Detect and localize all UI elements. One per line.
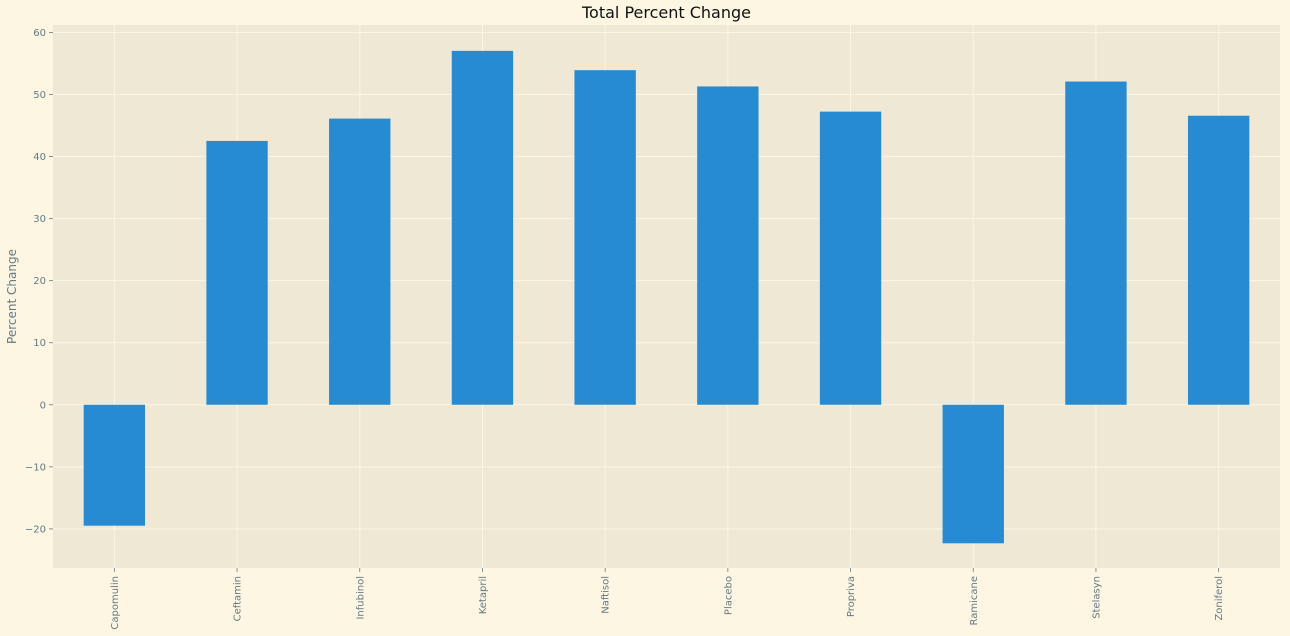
x-tick-label: Propriva	[846, 576, 857, 617]
bar-capomulin	[83, 404, 146, 526]
bar-stelasyn	[1065, 81, 1127, 405]
bar-propriva	[819, 111, 882, 405]
x-tick-label: Ramicane	[969, 576, 980, 626]
x-tick-label: Infubinol	[355, 576, 366, 620]
y-tick-label: 60	[33, 28, 46, 39]
bar-infubinol	[329, 118, 391, 405]
x-tick-label: Ketapril	[478, 576, 489, 614]
x-tick-label: Zoniferol	[1214, 576, 1225, 621]
x-tick-label: Stelasyn	[1091, 576, 1102, 619]
bar-ketapril	[451, 50, 514, 405]
bar-placebo	[697, 86, 759, 405]
bar-naftisol	[574, 70, 636, 405]
y-tick-label: 30	[33, 214, 46, 225]
y-tick-label: 40	[33, 152, 46, 163]
bar-ceftamin	[206, 140, 268, 405]
bars	[83, 50, 1250, 544]
tick-labels: −20 −10 0 10 20 30 40 50 60 Capomulin Ceftamin Infu…	[25, 28, 1225, 630]
y-tick-label: 20	[33, 276, 46, 287]
y-tick-label: 10	[33, 338, 46, 349]
x-tick-label: Ceftamin	[233, 576, 244, 621]
y-tick-label: −10	[25, 462, 46, 473]
y-tick-label: 50	[33, 90, 46, 101]
chart-title: Total Percent Change	[582, 3, 751, 22]
y-axis-label: Percent Change	[5, 249, 19, 344]
x-tick-label: Naftisol	[601, 576, 612, 614]
x-tick-label: Placebo	[723, 576, 734, 615]
x-tick-label: Capomulin	[110, 576, 121, 630]
y-tick-label: 0	[40, 400, 46, 411]
y-tick-label: −20	[25, 524, 46, 535]
bar-zoniferol	[1187, 115, 1250, 405]
bar-ramicane	[942, 404, 1004, 544]
